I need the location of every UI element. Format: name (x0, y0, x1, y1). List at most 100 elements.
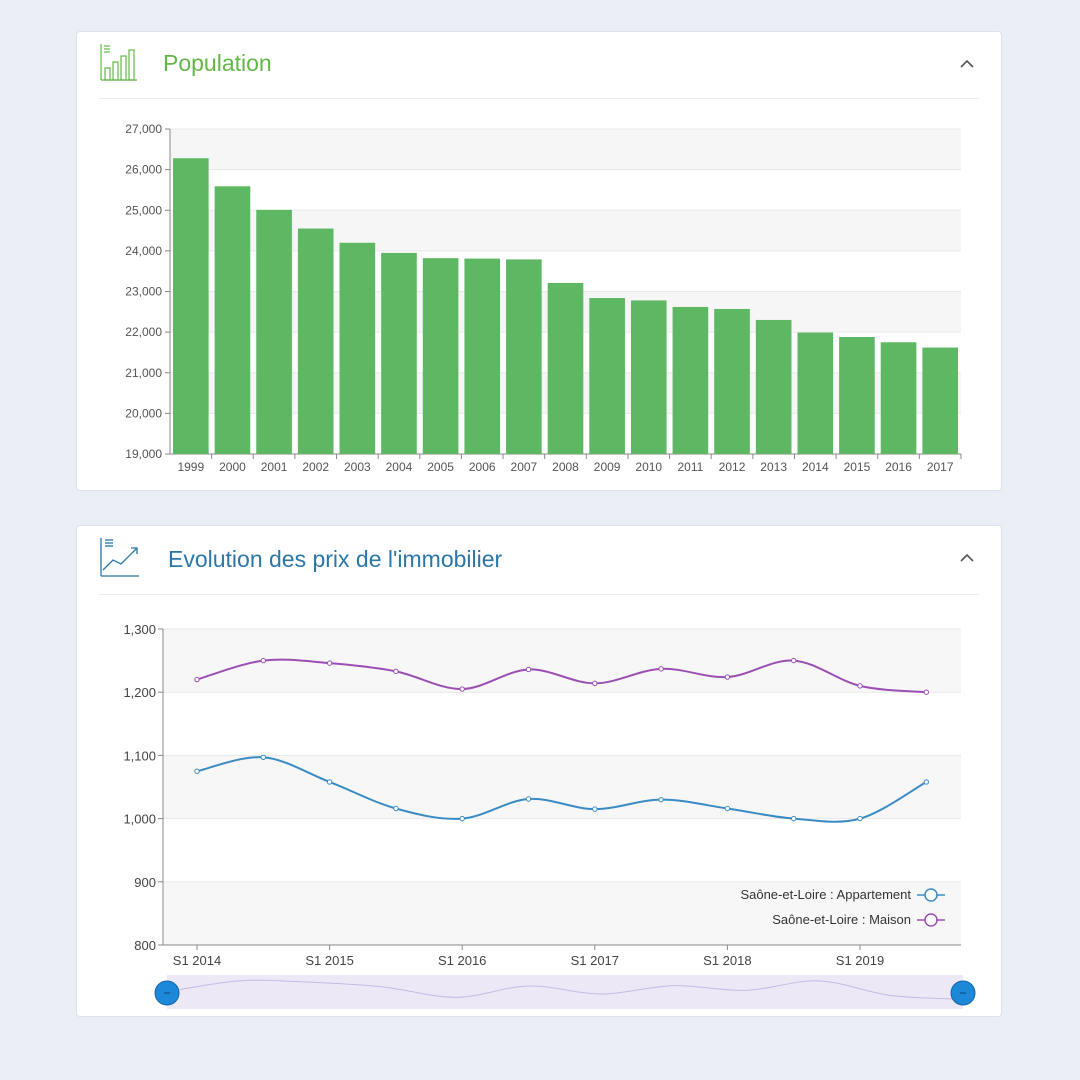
data-point[interactable] (525, 796, 532, 802)
line-chart-icon (99, 536, 143, 585)
bar-2009[interactable] (589, 298, 625, 454)
x-tick-label: 2017 (927, 460, 954, 474)
navigator-range[interactable] (167, 975, 963, 1009)
data-point[interactable] (260, 657, 267, 664)
prix-collapse-button[interactable] (955, 546, 979, 570)
bar-2014[interactable] (797, 332, 834, 454)
data-point[interactable] (923, 779, 929, 785)
x-tick-label: 2005 (427, 460, 454, 474)
data-point[interactable] (592, 680, 598, 687)
data-point[interactable] (326, 779, 333, 785)
bar-2017[interactable] (922, 347, 958, 454)
grid-band (163, 755, 961, 819)
data-point[interactable] (923, 689, 929, 695)
navigator-handle-right[interactable] (950, 980, 976, 1006)
x-tick-label: 2016 (885, 460, 912, 474)
data-point[interactable] (658, 666, 664, 672)
bar-2007[interactable] (506, 259, 542, 454)
population-card: Population 19,000 20,000 21,000 22,000 23,00… (76, 31, 1002, 491)
x-tick-label: 2006 (469, 460, 496, 474)
x-tick-label: 2011 (677, 460, 703, 474)
prix-card-header: Evolution des prix de l'immobilier (99, 526, 979, 595)
bar-2010[interactable] (630, 300, 667, 454)
bar-2015[interactable] (839, 337, 875, 454)
population-collapse-button[interactable] (955, 52, 979, 76)
bar-2016[interactable] (880, 342, 917, 454)
y-tick-label: 1,100 (123, 748, 156, 763)
data-point[interactable] (393, 805, 399, 812)
data-point[interactable] (857, 683, 863, 689)
data-point[interactable] (459, 815, 465, 822)
data-point[interactable] (525, 666, 532, 673)
prix-card: Evolution des prix de l'immobilier 800 90… (76, 525, 1002, 1017)
data-point[interactable] (592, 806, 598, 812)
legend-label[interactable]: Saône-et-Loire : Appartement (740, 887, 911, 902)
x-tick-label: 2010 (635, 460, 662, 474)
chevron-up-icon (960, 59, 974, 68)
bar-2013[interactable] (755, 319, 792, 454)
bar-2012[interactable] (714, 308, 750, 454)
x-tick-label: 2003 (344, 460, 371, 474)
bar-2011[interactable] (672, 306, 709, 454)
bar-1999[interactable] (173, 158, 209, 454)
x-tick-label: 2004 (386, 460, 413, 474)
data-point[interactable] (791, 815, 797, 822)
y-tick-label: 22,000 (125, 325, 162, 339)
navigator-series (166, 979, 964, 1000)
x-tick-label: 2015 (844, 460, 871, 474)
data-point[interactable] (724, 805, 731, 812)
bar-2003[interactable] (339, 242, 376, 454)
x-tick-label: 2014 (802, 460, 829, 474)
y-tick-label: 1,200 (123, 685, 156, 700)
x-tick-label: 2008 (552, 460, 579, 474)
data-point[interactable] (724, 674, 731, 680)
series-line-0 (196, 756, 927, 823)
data-point[interactable] (194, 768, 200, 774)
y-tick-label: 21,000 (125, 366, 162, 380)
bar-2005[interactable] (422, 258, 459, 454)
x-tick-label: S1 2019 (836, 953, 884, 968)
population-bar-chart: 19,000 20,000 21,000 22,000 23,000 24,000 25,0… (125, 122, 962, 474)
bar-chart-icon (99, 42, 139, 89)
x-tick-label: 2002 (302, 460, 329, 474)
bar-2002[interactable] (297, 228, 334, 454)
data-point[interactable] (393, 668, 399, 675)
grid-band (163, 881, 961, 945)
bar-2008[interactable] (547, 282, 584, 454)
data-point[interactable] (260, 754, 267, 760)
bar-2006[interactable] (464, 258, 501, 454)
x-tick-label: 2007 (511, 460, 538, 474)
data-point[interactable] (791, 657, 797, 664)
y-tick-label: 900 (134, 875, 156, 890)
bar-2004[interactable] (381, 252, 417, 454)
x-tick-label: 2009 (594, 460, 621, 474)
chevron-up-icon (960, 553, 974, 562)
x-tick-label: S1 2015 (305, 953, 353, 968)
data-point[interactable] (326, 660, 333, 666)
y-tick-label: 26,000 (125, 163, 162, 177)
x-tick-label: S1 2017 (571, 953, 619, 968)
data-point[interactable] (194, 676, 200, 683)
data-point[interactable] (658, 796, 664, 803)
data-point[interactable] (459, 686, 465, 692)
navigator-handle-left[interactable] (154, 980, 180, 1006)
y-tick-label: 25,000 (125, 203, 162, 217)
grid-band (170, 129, 961, 170)
data-point[interactable] (857, 815, 863, 822)
y-tick-label: 23,000 (125, 285, 162, 299)
legend-label[interactable]: Saône-et-Loire : Maison (772, 912, 911, 927)
y-tick-label: 800 (134, 938, 156, 953)
population-title: Population (163, 50, 272, 76)
x-tick-label: S1 2014 (173, 953, 221, 968)
x-tick-label: 1999 (177, 460, 204, 474)
prix-line-chart: 800 900 1,000 1,100 1,200 1,300 S1 2014 S1 2015… (123, 622, 976, 1009)
x-tick-label: 2012 (719, 460, 746, 474)
bar-2000[interactable] (214, 186, 251, 454)
bar-2001[interactable] (256, 209, 292, 454)
y-tick-label: 19,000 (125, 447, 162, 461)
x-tick-label: 2000 (219, 460, 246, 474)
prix-title: Evolution des prix de l'immobilier (168, 546, 503, 572)
y-tick-label: 27,000 (125, 122, 162, 136)
y-tick-label: 1,000 (123, 812, 156, 827)
y-tick-label: 1,300 (123, 622, 156, 637)
